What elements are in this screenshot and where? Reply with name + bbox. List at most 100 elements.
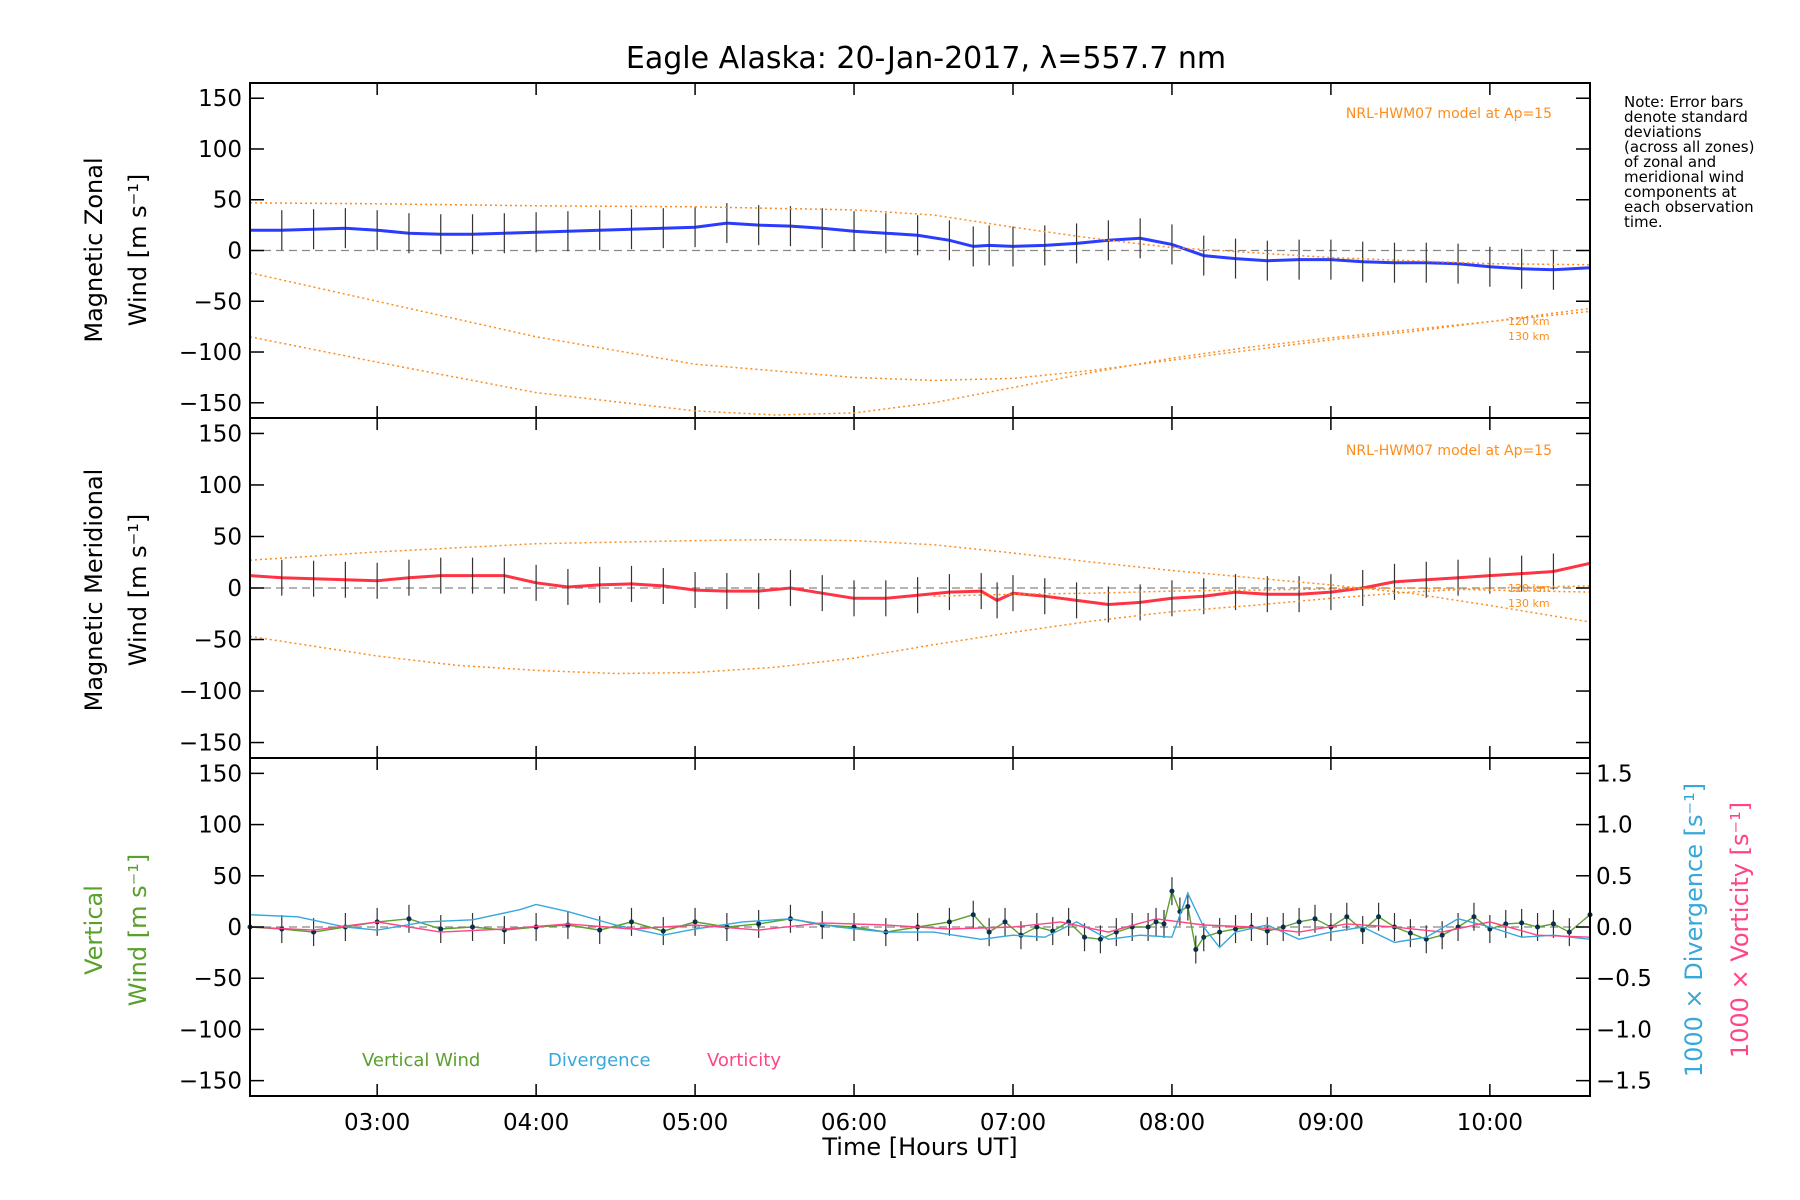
right-tick-label: 1.5: [1596, 761, 1633, 787]
vorticity-axis-label: 1000 × Vorticity [s⁻¹]: [1726, 802, 1754, 1058]
y-tick-label: 50: [213, 864, 242, 890]
data-point: [311, 929, 317, 935]
meridional-model-label: NRL-HWM07 model at Ap=15: [1346, 443, 1552, 459]
data-point: [1217, 929, 1223, 935]
right-tick-label: 0.0: [1596, 915, 1633, 941]
data-point: [1344, 914, 1350, 920]
data-point: [1034, 924, 1040, 930]
y-tick-label: −100: [179, 1017, 242, 1043]
series-line-1-2: [249, 585, 1591, 675]
right-tick-label: −0.5: [1596, 966, 1652, 992]
data-point: [1535, 924, 1541, 930]
data-point: [597, 927, 603, 933]
meridional-model-height-130: 130 km: [1508, 597, 1550, 610]
y-tick-label: 50: [213, 188, 242, 214]
series-line-2-0: [249, 888, 1591, 952]
data-point: [692, 919, 698, 925]
vertical-ylabel-line2: Wind [m s⁻¹]: [124, 854, 152, 1006]
x-tick-label: 03:00: [344, 1110, 410, 1136]
y-tick-label: 100: [198, 813, 242, 839]
zonal-ylabel-line2: Wind [m s⁻¹]: [124, 174, 152, 326]
data-point: [1312, 916, 1318, 922]
divergence-axis-label: 1000 × Divergence [s⁻¹]: [1680, 783, 1708, 1077]
series-line-0-3: [249, 202, 1591, 266]
x-tick-label: 10:00: [1457, 1110, 1523, 1136]
zonal-model-height-120: 120 km: [1508, 315, 1550, 328]
data-point: [1360, 927, 1366, 933]
data-point: [1169, 888, 1175, 894]
right-tick-label: −1.0: [1596, 1017, 1652, 1043]
error-bar-note: Note: Error bars denote standard deviati…: [1624, 93, 1755, 231]
zonal-model-label: NRL-HWM07 model at Ap=15: [1346, 106, 1552, 122]
data-point: [628, 919, 634, 925]
data-point: [1145, 924, 1151, 930]
y-tick-label: −100: [179, 679, 242, 705]
y-tick-label: 150: [198, 761, 242, 787]
vertical-ylabel-line1: Vertical: [80, 885, 108, 975]
vertical-wind-panel: 150 100 50 0 −50 −100 −150 1.5 1.0 0.5 0.0 −0.5 −1.…: [80, 757, 1754, 1161]
data-point: [1201, 934, 1207, 940]
data-point: [1280, 924, 1286, 930]
chart-title: Eagle Alaska: 20-Jan-2017, λ=557.7 nm: [626, 41, 1226, 76]
data-point: [1439, 932, 1445, 938]
data-point: [1519, 920, 1525, 926]
y-tick-label: 0: [227, 915, 242, 941]
x-tick-label: 04:00: [503, 1110, 569, 1136]
series-line-1-3: [933, 587, 1591, 597]
data-point: [1407, 930, 1413, 936]
x-axis-label: Time [Hours UT]: [821, 1133, 1017, 1161]
y-tick-label: 150: [198, 86, 242, 112]
x-tick-label: 08:00: [1139, 1110, 1205, 1136]
series-line-0-2: [249, 310, 1591, 416]
data-point: [970, 912, 976, 918]
data-point: [406, 916, 412, 922]
x-tick-label: 07:00: [980, 1110, 1046, 1136]
y-tick-label: −50: [193, 966, 242, 992]
meridional-wind-panel: 150 100 50 0 −50 −100 −150 Magnetic Meridional…: [80, 417, 1591, 759]
data-point: [1550, 921, 1556, 927]
y-tick-label: 0: [227, 576, 242, 602]
right-tick-label: 1.0: [1596, 813, 1633, 839]
data-point: [756, 921, 762, 927]
data-point: [470, 924, 476, 930]
y-tick-label: −50: [193, 289, 242, 315]
data-point: [1082, 934, 1088, 940]
data-point: [1264, 928, 1270, 934]
zonal-model-height-130: 130 km: [1508, 330, 1550, 343]
series-line-0-0: [250, 221, 1591, 272]
data-point: [438, 926, 444, 932]
meridional-ylabel-line1: Magnetic Meridional: [80, 469, 108, 712]
data-point: [1376, 914, 1382, 920]
y-tick-label: 150: [198, 421, 242, 447]
y-tick-label: −150: [179, 391, 242, 417]
legend-vorticity: Vorticity: [707, 1050, 781, 1071]
y-tick-label: −50: [193, 628, 242, 654]
zonal-ylabel-line1: Magnetic Zonal: [80, 157, 108, 342]
meridional-ylabel-line2: Wind [m s⁻¹]: [124, 514, 152, 666]
x-tick-label: 09:00: [1298, 1110, 1364, 1136]
x-tick-label: 06:00: [821, 1110, 887, 1136]
y-tick-label: 50: [213, 524, 242, 550]
right-tick-label: 0.5: [1596, 864, 1633, 890]
data-point: [1471, 914, 1477, 920]
data-point: [946, 919, 952, 925]
legend-divergence: Divergence: [548, 1050, 651, 1071]
data-point: [1566, 929, 1572, 935]
data-point: [1161, 921, 1167, 927]
series-line-1-0: [249, 561, 1591, 607]
data-point: [660, 928, 666, 934]
series-line-2-2: [249, 918, 1591, 938]
data-point: [1503, 921, 1509, 927]
data-point: [1097, 936, 1103, 942]
meridional-model-height-120: 120 km: [1508, 582, 1550, 595]
zonal-wind-panel: 150 100 50 0 −50 −100 −150 Magnetic Zonal Wind…: [80, 82, 1591, 419]
y-tick-label: 100: [198, 137, 242, 163]
legend-vertical-wind: Vertical Wind: [362, 1050, 480, 1071]
y-tick-label: −150: [179, 1069, 242, 1095]
series-line-2-1: [249, 891, 1591, 949]
data-point: [1233, 926, 1239, 932]
series-line-0-1: [249, 272, 1591, 382]
data-point: [986, 929, 992, 935]
y-tick-label: 100: [198, 473, 242, 499]
